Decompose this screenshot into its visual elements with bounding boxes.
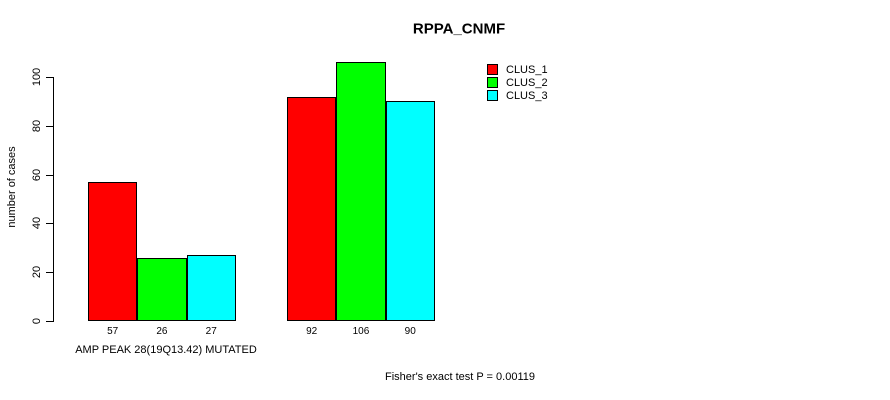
legend-label: CLUS_2 (506, 76, 548, 89)
y-axis-tick (46, 223, 53, 225)
bar-value-label: 90 (404, 326, 416, 337)
y-axis-line (53, 77, 54, 322)
legend-item-clus_2: CLUS_2 (487, 76, 548, 89)
legend-label: CLUS_3 (506, 89, 548, 102)
y-axis-tick-label-text: 80 (31, 119, 43, 132)
legend-swatch (487, 64, 498, 75)
bar-value-label: 57 (107, 326, 119, 337)
legend-swatch (487, 90, 498, 101)
y-axis-tick (46, 174, 53, 176)
y-axis-tick-label-text: 100 (31, 67, 43, 87)
bar-clus_2-group2 (336, 62, 386, 321)
bar-value-label: 26 (156, 326, 168, 337)
bar-clus_3-group2 (385, 101, 435, 321)
legend-item-clus_3: CLUS_3 (487, 89, 548, 102)
bar-clus_3-group1 (186, 255, 236, 321)
bar-clus_2-group1 (137, 257, 187, 321)
y-axis-tick (46, 321, 53, 322)
y-axis-tick-label-text: 60 (31, 168, 43, 181)
legend-swatch (487, 77, 498, 88)
fisher-test-annotation: Fisher's exact test P = 0.00119 (385, 371, 535, 383)
legend-item-clus_1: CLUS_1 (487, 63, 548, 76)
x-axis-group-label: AMP PEAK 28(19Q13.42) MUTATED (75, 344, 257, 356)
bar-clus_1-group2 (287, 96, 337, 321)
y-axis-tick (46, 125, 53, 127)
bar-value-label: 106 (352, 326, 370, 337)
y-axis-tick-label-text: 40 (31, 217, 43, 230)
bar-clus_1-group1 (88, 181, 138, 321)
y-axis-label-text: number of cases (6, 146, 18, 228)
y-axis-tick (46, 272, 53, 274)
legend: CLUS_1 CLUS_2 CLUS_3 (487, 63, 548, 102)
legend-label: CLUS_1 (506, 63, 548, 76)
bar-value-label: 27 (205, 326, 217, 337)
y-axis-tick-label-text: 20 (31, 266, 43, 279)
chart-title: RPPA_CNMF (412, 20, 506, 38)
y-axis-tick-label-text: 0 (31, 317, 43, 325)
y-axis-tick (46, 77, 53, 78)
bar-value-label: 92 (306, 326, 318, 337)
